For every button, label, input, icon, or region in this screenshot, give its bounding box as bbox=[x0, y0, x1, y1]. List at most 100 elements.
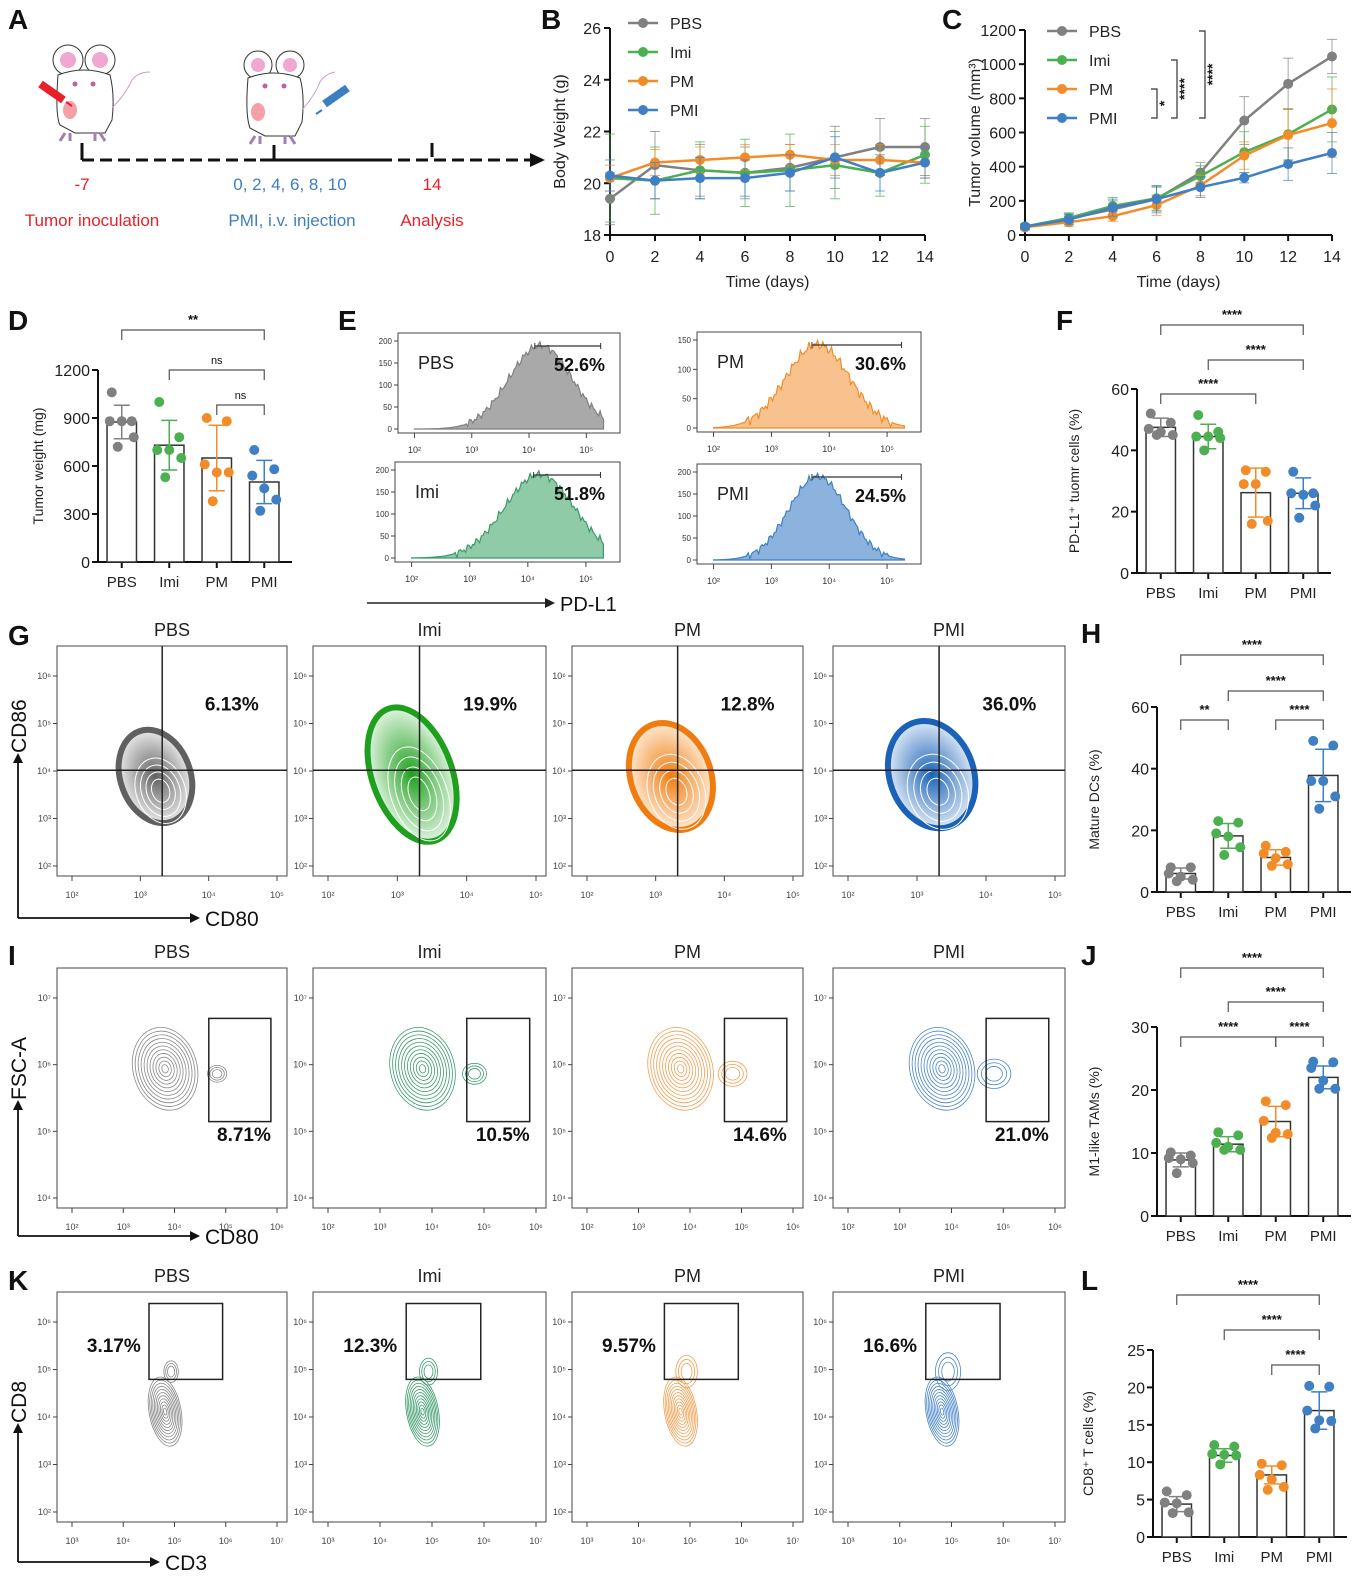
data-point bbox=[104, 416, 115, 427]
data-point bbox=[1235, 842, 1246, 853]
x-tick-label: 10⁶ bbox=[735, 1536, 749, 1546]
contour-plot-pmi: PMI 10² 10³ 10⁴ 10⁵ 10⁶ 10⁴ 10⁵ 10⁶ 10⁷ 21.0% bbox=[813, 942, 1066, 1232]
legend-marker bbox=[1057, 26, 1067, 36]
data-point bbox=[1209, 1439, 1220, 1450]
arrow-head-icon bbox=[190, 913, 200, 923]
contour-ring bbox=[665, 1049, 697, 1089]
y-tick-label: 10⁵ bbox=[293, 719, 307, 729]
x-tick-label: 10² bbox=[841, 1222, 854, 1232]
y-axis-label: Tumor volume (mm³) bbox=[967, 58, 984, 207]
data-point bbox=[255, 505, 266, 516]
contour-ring bbox=[404, 1045, 441, 1092]
y-tick-label: 200 bbox=[379, 337, 393, 346]
data-point bbox=[1260, 840, 1271, 851]
bar-pmi bbox=[1307, 1076, 1339, 1217]
y-tick-label: 20 bbox=[1131, 1083, 1149, 1100]
x-tick-label: 10² bbox=[580, 890, 593, 900]
contour-ring bbox=[156, 1395, 174, 1428]
contour-ring bbox=[149, 1049, 181, 1089]
data-point bbox=[1270, 853, 1281, 864]
significance-label: **** bbox=[1285, 1347, 1306, 1362]
pd-l1-histograms: 0 50 100 150 200 10² 10³ 10⁴ 10⁵ PBS 52.6% 0 50 100 15… bbox=[367, 331, 922, 616]
contour-ring bbox=[669, 1389, 692, 1435]
y-tick-label: 20 bbox=[1131, 823, 1149, 840]
significance-bracket bbox=[1180, 1036, 1277, 1047]
data-point bbox=[1260, 1096, 1271, 1107]
contour-ring bbox=[981, 1062, 1008, 1086]
plot-title: Imi bbox=[418, 620, 442, 640]
contour-ring bbox=[914, 1034, 970, 1104]
y-axis-label: M1-like TAMs (%) bbox=[1086, 1067, 1102, 1177]
contour-ring bbox=[415, 1060, 430, 1078]
x-tick-label: Imi bbox=[1218, 904, 1238, 921]
x-tick-label: 8 bbox=[1196, 249, 1205, 266]
contour-ring bbox=[158, 1398, 172, 1425]
contour-ring bbox=[662, 1045, 699, 1092]
contour-ring bbox=[167, 1365, 176, 1378]
y-tick-label: 10⁵ bbox=[37, 1365, 51, 1375]
contour-ring bbox=[919, 769, 956, 814]
data-point bbox=[1318, 1075, 1329, 1086]
y-tick-label: 10² bbox=[294, 1507, 307, 1517]
x-tick-label: 10⁵ bbox=[270, 890, 284, 900]
significance-label: **** bbox=[1176, 78, 1192, 100]
legend-label: PMI bbox=[1089, 111, 1117, 128]
gate-percent: 3.17% bbox=[87, 1336, 141, 1357]
data-point bbox=[1330, 1083, 1341, 1094]
legend-label: PBS bbox=[670, 16, 702, 33]
plot-frame bbox=[571, 967, 804, 1209]
y-tick-label: 150 bbox=[678, 336, 692, 345]
syringe-icon-red bbox=[38, 80, 73, 107]
data-point bbox=[1203, 431, 1214, 442]
data-point bbox=[1143, 423, 1154, 434]
data-point bbox=[1151, 430, 1162, 440]
gate-percent: 12.3% bbox=[343, 1336, 397, 1357]
significance-label: **** bbox=[1242, 637, 1263, 652]
contour-ring bbox=[412, 1392, 433, 1432]
y-tick-label: 10⁶ bbox=[813, 1317, 827, 1327]
contour-ring bbox=[408, 1382, 437, 1441]
y-tick-label: 40 bbox=[1131, 762, 1149, 779]
arrow-head-icon bbox=[190, 1231, 200, 1241]
x-tick-label: 10³ bbox=[632, 1222, 645, 1232]
contour-ring bbox=[935, 1060, 949, 1078]
contour-ring bbox=[663, 1376, 698, 1447]
contour-ring bbox=[936, 1401, 948, 1422]
x-tick-label: 0 bbox=[606, 249, 615, 266]
contour-ring bbox=[929, 1053, 955, 1085]
x-tick-label: 10⁴ bbox=[116, 1536, 130, 1546]
contour-ring bbox=[673, 1398, 688, 1425]
contour-ring bbox=[145, 771, 176, 810]
y-tick-label: 10⁶ bbox=[813, 1060, 827, 1070]
data-point bbox=[199, 459, 210, 470]
data-point bbox=[112, 441, 123, 452]
significance-label: **** bbox=[1246, 342, 1267, 357]
significance-label: ** bbox=[188, 312, 199, 327]
data-point bbox=[221, 416, 232, 427]
plot-title: PMI bbox=[933, 942, 965, 962]
contour-ring bbox=[417, 1401, 428, 1422]
data-point bbox=[1195, 182, 1206, 193]
x-tick-label: PM bbox=[1261, 1549, 1284, 1566]
data-point bbox=[1283, 159, 1294, 170]
legend-marker bbox=[1057, 55, 1067, 65]
significance-label: **** bbox=[1198, 376, 1219, 391]
significance-label: **** bbox=[1204, 63, 1220, 85]
y-tick-label: 10⁷ bbox=[38, 993, 51, 1003]
injection-label: PMI, i.v. injection bbox=[228, 211, 355, 230]
y-tick-label: 10⁴ bbox=[813, 1193, 827, 1203]
x-tick-label: 6 bbox=[1152, 249, 1161, 266]
cd3-cd8-contour-plots: PBS 10³ 10⁴ 10⁵ 10⁶ 10⁷ 10² 10³ 10⁴ 10⁵ 10⁶ 3.17% Im… bbox=[8, 1266, 1066, 1575]
data-point bbox=[1207, 1448, 1218, 1459]
contour-ring bbox=[146, 1045, 184, 1092]
data-point bbox=[106, 387, 117, 398]
data-point bbox=[176, 453, 187, 463]
contour-ring bbox=[155, 1392, 175, 1432]
contour-plot-pmi: PMI 10² 10³ 10⁴ 10⁵ 10² 10³ 10⁴ 10⁵ 10⁶ 36.0% bbox=[813, 620, 1066, 900]
y-tick-label: 10⁵ bbox=[552, 719, 566, 729]
x-tick-label: 10³ bbox=[373, 1222, 386, 1232]
contour-ring bbox=[665, 777, 688, 806]
panel-label-f: F bbox=[1056, 305, 1074, 336]
gate-percent: 30.6% bbox=[855, 354, 906, 374]
contour-ring bbox=[411, 1389, 434, 1435]
